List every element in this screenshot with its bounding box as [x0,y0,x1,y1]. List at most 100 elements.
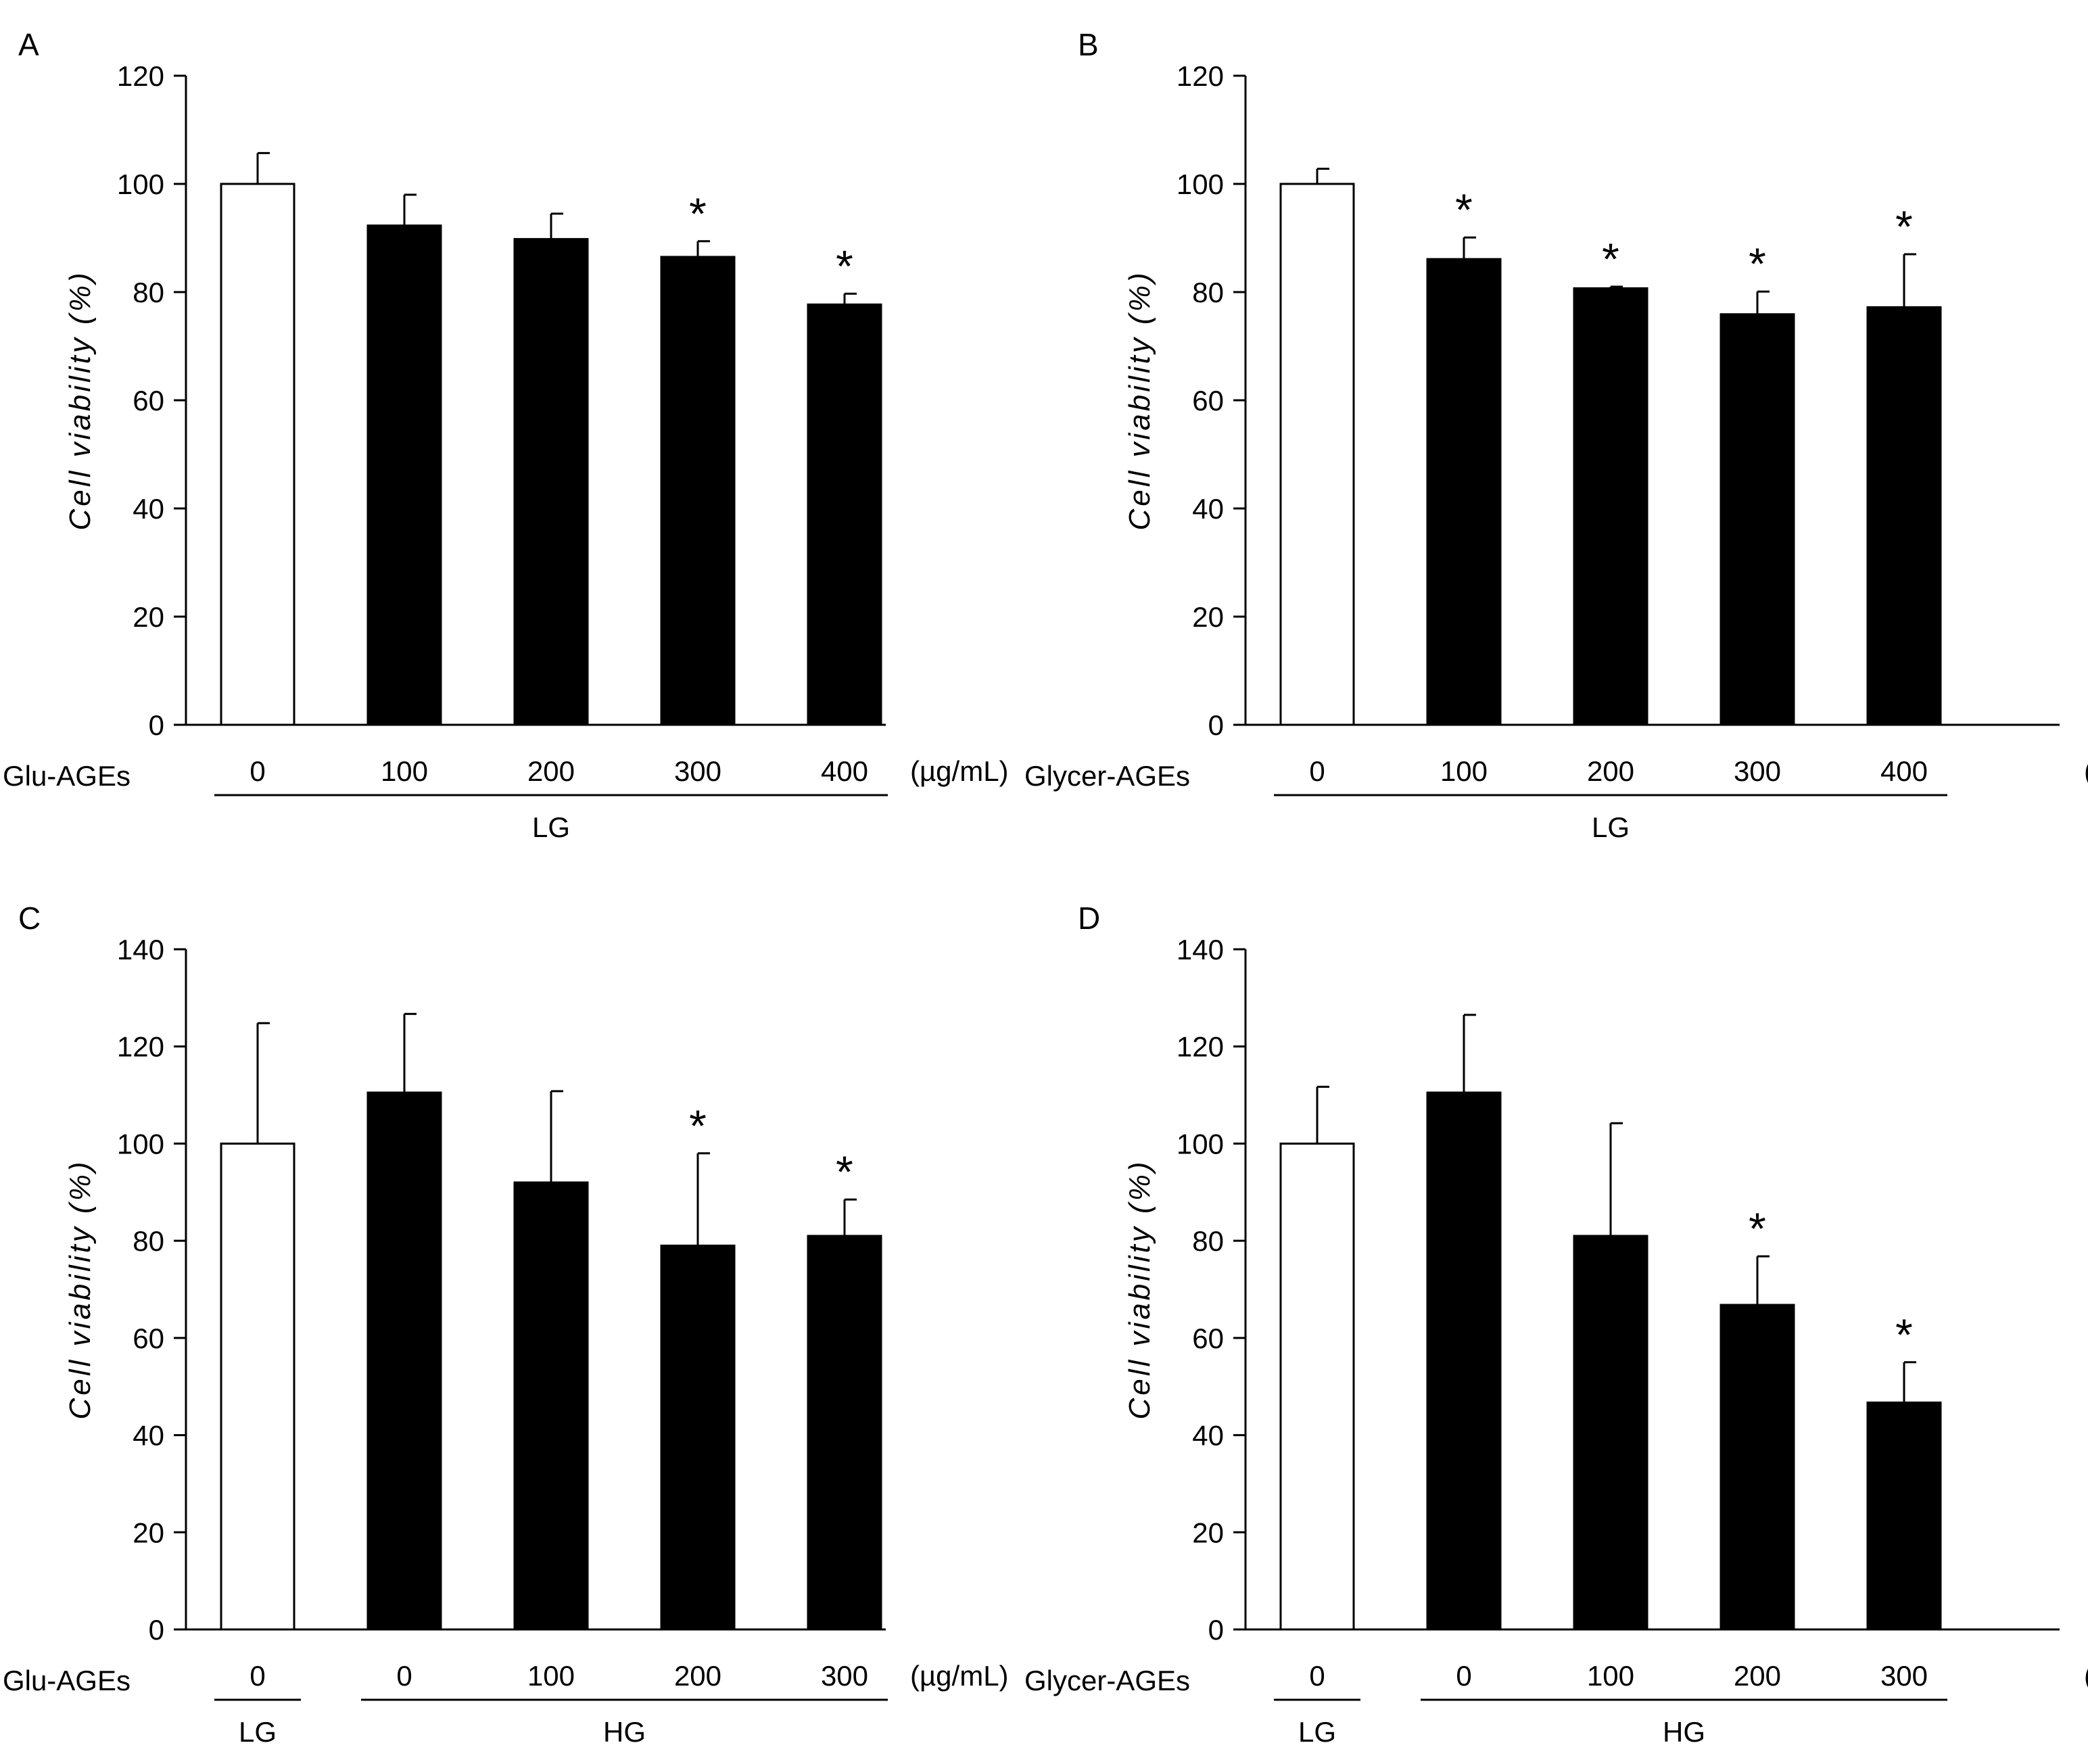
significance-star-2: * [1602,234,1619,284]
group-label-0: LG [1298,1716,1336,1748]
significance-star-3: * [689,1101,707,1151]
panel-label: D [1078,901,1100,936]
category-label-3: 300 [674,755,721,787]
bar-0 [220,183,295,726]
y-tick-label: 0 [1208,709,1224,741]
y-tick-label: 80 [133,277,164,308]
y-tick-label: 120 [117,60,164,92]
significance-star-4: * [1895,201,1913,252]
y-tick-label: 80 [1192,277,1224,308]
group-label-0: LG [532,811,570,843]
category-label-4: 400 [821,755,868,787]
category-label-3: 300 [1734,755,1781,787]
bar-1 [1426,258,1502,726]
unit-label: (µg/mL) [2084,755,2088,787]
bar-1 [366,1091,442,1631]
bar-4 [807,1235,882,1631]
y-tick-label: 100 [117,168,164,200]
category-label-1: 0 [396,1660,412,1692]
y-tick-label: 20 [1192,601,1224,633]
bar-4 [1866,1401,1942,1631]
significance-star-3: * [1749,239,1766,289]
y-tick-label: 0 [149,709,164,741]
y-tick-label: 140 [1177,934,1224,966]
y-tick-label: 0 [149,1614,164,1646]
significance-star-4: * [1895,1310,1913,1360]
category-label-2: 200 [527,755,575,787]
y-tick-label: 100 [117,1128,164,1160]
bar-2 [513,238,589,726]
panel-label: B [1078,27,1099,62]
unit-label: (µg/mL) [910,1660,1009,1692]
category-label-4: 300 [821,1660,868,1692]
bar-0 [1279,183,1355,726]
category-label-0: 0 [250,755,265,787]
significance-star-1: * [1455,185,1473,235]
y-tick-label: 40 [133,1420,164,1452]
y-tick-label: 40 [1192,493,1224,525]
chart-panel-a: A 0 20 40 60 80 100 120 Cell viability (%) 0 100 20… [3,27,1009,843]
y-tick-label: 0 [1208,1614,1224,1646]
y-tick-label: 40 [1192,1420,1224,1452]
unit-label: (µg/mL) [2084,1660,2088,1692]
y-tick-label: 20 [133,601,164,633]
y-axis-label: Cell viability (%) [1123,1160,1156,1420]
y-tick-label: 80 [133,1225,164,1257]
y-axis-label: Cell viability (%) [1123,270,1156,531]
unit-label: (µg/mL) [910,755,1009,787]
y-tick-label: 140 [117,934,164,966]
y-tick-label: 120 [1177,60,1224,92]
bar-0 [220,1142,295,1631]
category-label-2: 100 [527,1660,575,1692]
group-label-0: LG [1592,811,1630,843]
significance-star-4: * [836,241,853,291]
category-label-1: 100 [1440,755,1488,787]
bar-4 [1866,306,1942,726]
category-label-3: 200 [674,1660,721,1692]
category-label-3: 200 [1734,1660,1781,1692]
significance-star-3: * [1749,1203,1766,1254]
y-tick-label: 20 [133,1517,164,1548]
bar-3 [1719,313,1795,726]
bar-0 [1279,1142,1355,1631]
significance-star-4: * [836,1147,853,1197]
treatment-label: Glu-AGEs [3,760,130,792]
group-label-0: LG [239,1716,277,1748]
category-label-0: 0 [250,1660,265,1692]
y-tick-label: 40 [133,493,164,525]
y-tick-label: 60 [1192,385,1224,416]
treatment-label: Glu-AGEs [3,1665,130,1696]
bar-3 [660,1244,736,1631]
category-label-1: 100 [381,755,428,787]
y-tick-label: 60 [1192,1322,1224,1354]
category-label-0: 0 [1309,1660,1325,1692]
bar-1 [1426,1091,1502,1631]
panel-label: C [18,901,41,936]
y-tick-label: 100 [1177,168,1224,200]
group-label-1: HG [603,1716,646,1748]
treatment-label: Glycer-AGEs [1024,1665,1190,1696]
category-label-4: 300 [1880,1660,1928,1692]
chart-panel-c: C 0 20 40 60 80 100 120 140 Cell viability (%) 0 0 1… [3,901,1009,1748]
y-tick-label: 120 [117,1031,164,1063]
y-tick-label: 100 [1177,1128,1224,1160]
treatment-label: Glycer-AGEs [1024,760,1190,792]
y-tick-label: 80 [1192,1225,1224,1257]
panel-label: A [18,27,39,62]
y-axis-label: Cell viability (%) [64,270,97,531]
bar-2 [1573,1235,1648,1631]
y-axis-label: Cell viability (%) [64,1160,97,1420]
bar-1 [366,224,442,726]
bar-3 [660,256,736,726]
category-label-4: 400 [1880,755,1928,787]
y-tick-label: 60 [133,385,164,416]
category-label-2: 200 [1587,755,1634,787]
bar-2 [1573,287,1648,726]
bar-2 [513,1181,589,1631]
bar-4 [807,303,882,726]
y-tick-label: 60 [133,1322,164,1354]
significance-star-3: * [689,189,707,239]
category-label-1: 0 [1456,1660,1471,1692]
